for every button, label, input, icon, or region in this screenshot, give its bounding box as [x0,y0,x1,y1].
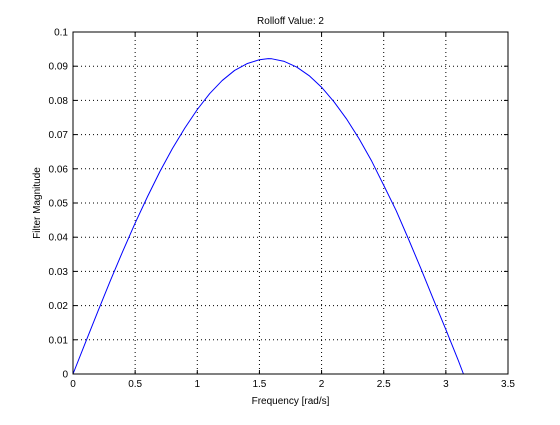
x-tick-label: 3.5 [501,379,515,390]
y-tick-label: 0.09 [49,62,69,73]
x-tick-labels: 0 0.5 1 1.5 2 2.5 3 3.5 [70,379,515,390]
grid-lines [73,32,508,374]
x-tick-label: 0.5 [128,379,142,390]
y-tick-label: 0.01 [49,335,69,346]
chart-title: Rolloff Value: 2 [257,16,324,27]
y-tick-label: 0 [62,370,68,381]
x-tick-label: 3 [443,379,449,390]
tick-marks [72,31,509,375]
y-tick-label: 0.06 [49,164,69,175]
y-axis-label: Filter Magnitude [32,167,43,239]
y-tick-label: 0.02 [49,301,69,312]
x-tick-label: 2.5 [377,379,391,390]
y-tick-labels: 0 0.01 0.02 0.03 0.04 0.05 0.06 0.07 0.08 0.09 0.1 [49,28,69,381]
series-layer [72,58,464,375]
series-line-0 [72,58,464,375]
y-tick-label: 0.08 [49,96,69,107]
x-tick-label: 2 [319,379,325,390]
x-tick-label: 0 [70,379,76,390]
y-tick-label: 0.07 [49,130,69,141]
y-tick-label: 0.04 [49,233,69,244]
x-axis-label: Frequency [rad/s] [252,396,330,407]
y-tick-label: 0.1 [54,28,68,39]
y-tick-label: 0.03 [49,267,69,278]
x-tick-label: 1 [195,379,201,390]
y-tick-label: 0.05 [49,199,69,210]
x-tick-label: 1.5 [252,379,266,390]
